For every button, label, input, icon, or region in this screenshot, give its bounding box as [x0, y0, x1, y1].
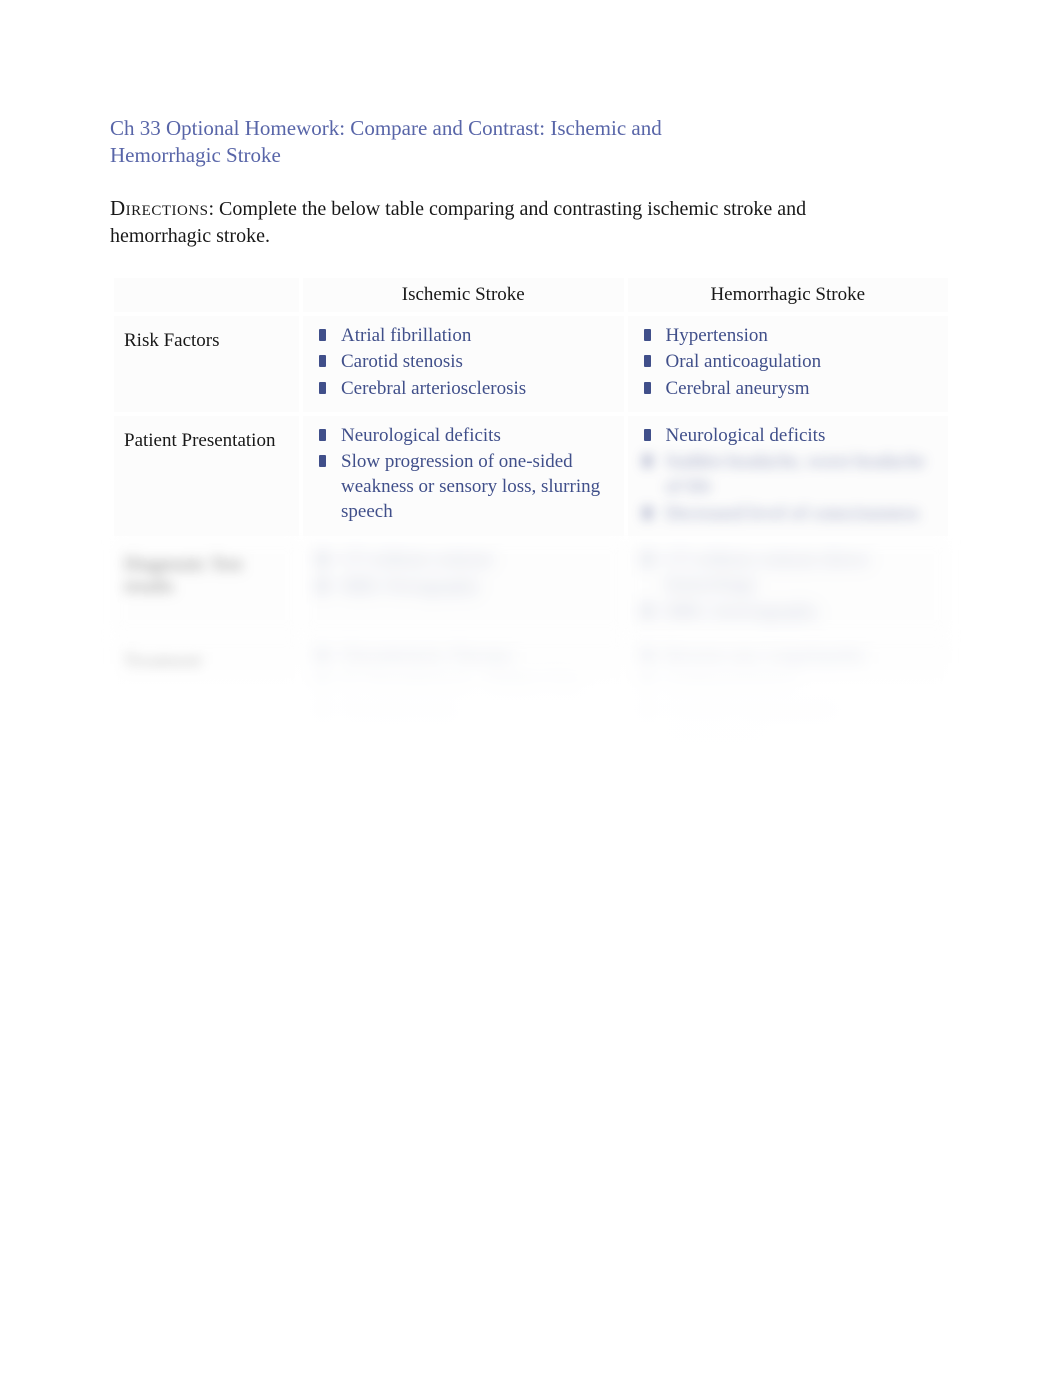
- cell-risk-hemorrhagic: Hypertension Oral anticoagulation Cerebr…: [628, 316, 949, 412]
- list-item: Neurological deficits: [638, 424, 939, 449]
- list-item: Cerebral Angiographic embolization: [638, 700, 939, 749]
- list-item: Neurological deficits: [313, 424, 614, 449]
- list-item: Thrombolytic Therapy: [313, 646, 614, 671]
- list-item: Thrombectomy: [313, 700, 614, 725]
- cell-diagnostic-ischemic: CT without contrast MRI: Periography: [303, 540, 624, 634]
- row-presentation: Patient Presentation Neurological defici…: [114, 416, 948, 537]
- list-item: CT without contrast shows hemorrhage: [638, 548, 939, 597]
- directions-label: Directions: [110, 196, 209, 220]
- cell-diagnostic-hemorrhagic: CT without contrast shows hemorrhage MRI…: [628, 540, 949, 634]
- row-risk: Risk Factors Atrial fibrillation Carotid…: [114, 316, 948, 412]
- row-label-treatment: Treatment: [114, 638, 299, 785]
- list-item: MRI: Arteriography: [638, 600, 939, 625]
- footer-text: © 2020 Wolters Kluwer. All Rights Reserv…: [110, 1160, 765, 1177]
- list-item: Surgical treatment: [638, 751, 939, 776]
- list-item: Cerebral aneurysm: [638, 377, 939, 402]
- row-label-diagnostic: Diagnostic Test results: [114, 540, 299, 634]
- cell-presentation-ischemic: Neurological deficits Slow progression o…: [303, 416, 624, 537]
- list-item: Decreased level of consciousness: [638, 502, 939, 527]
- header-blank: [114, 278, 299, 312]
- list-item: Antihypertensive: [638, 673, 939, 698]
- comparison-table: Ischemic Stroke Hemorrhagic Stroke Risk …: [110, 274, 952, 790]
- cell-risk-ischemic: Atrial fibrillation Carotid stenosis Cer…: [303, 316, 624, 412]
- cell-treatment-ischemic: Thrombolytic Therapy IV Thrombolysis - W…: [303, 638, 624, 785]
- list-item: Hypertension: [638, 324, 939, 349]
- header-hemorrhagic: Hemorrhagic Stroke: [628, 278, 949, 312]
- row-label-presentation: Patient Presentation: [114, 416, 299, 537]
- cell-presentation-hemorrhagic: Neurological deficits Sudden headache, w…: [628, 416, 949, 537]
- directions-paragraph: Directions: Complete the below table com…: [110, 194, 810, 250]
- header-ischemic: Ischemic Stroke: [303, 278, 624, 312]
- list-item: Oral anticoagulation: [638, 350, 939, 375]
- row-diagnostic: Diagnostic Test results CT without contr…: [114, 540, 948, 634]
- row-label-risk: Risk Factors: [114, 316, 299, 412]
- list-item: Reverse any coagulopathy: [638, 646, 939, 671]
- header-row: Ischemic Stroke Hemorrhagic Stroke: [114, 278, 948, 312]
- list-item: IV Thrombolysis - Within 3 hrs: [313, 673, 614, 698]
- list-item: Cerebral arteriosclerosis: [313, 377, 614, 402]
- cell-treatment-hemorrhagic: Reverse any coagulopathy Antihypertensiv…: [628, 638, 949, 785]
- list-item: Carotid stenosis: [313, 350, 614, 375]
- document-title: Ch 33 Optional Homework: Compare and Con…: [110, 115, 750, 170]
- list-item: Atrial fibrillation: [313, 324, 614, 349]
- list-item: Sudden headache, worst headache of life: [638, 450, 939, 499]
- directions-text: : Complete the below table comparing and…: [110, 198, 806, 247]
- list-item: CT without contrast: [313, 548, 614, 573]
- list-item: MRI: Periography: [313, 575, 614, 600]
- row-treatment: Treatment Thrombolytic Therapy IV Thromb…: [114, 638, 948, 785]
- list-item: Slow progression of one-sided weakness o…: [313, 450, 614, 524]
